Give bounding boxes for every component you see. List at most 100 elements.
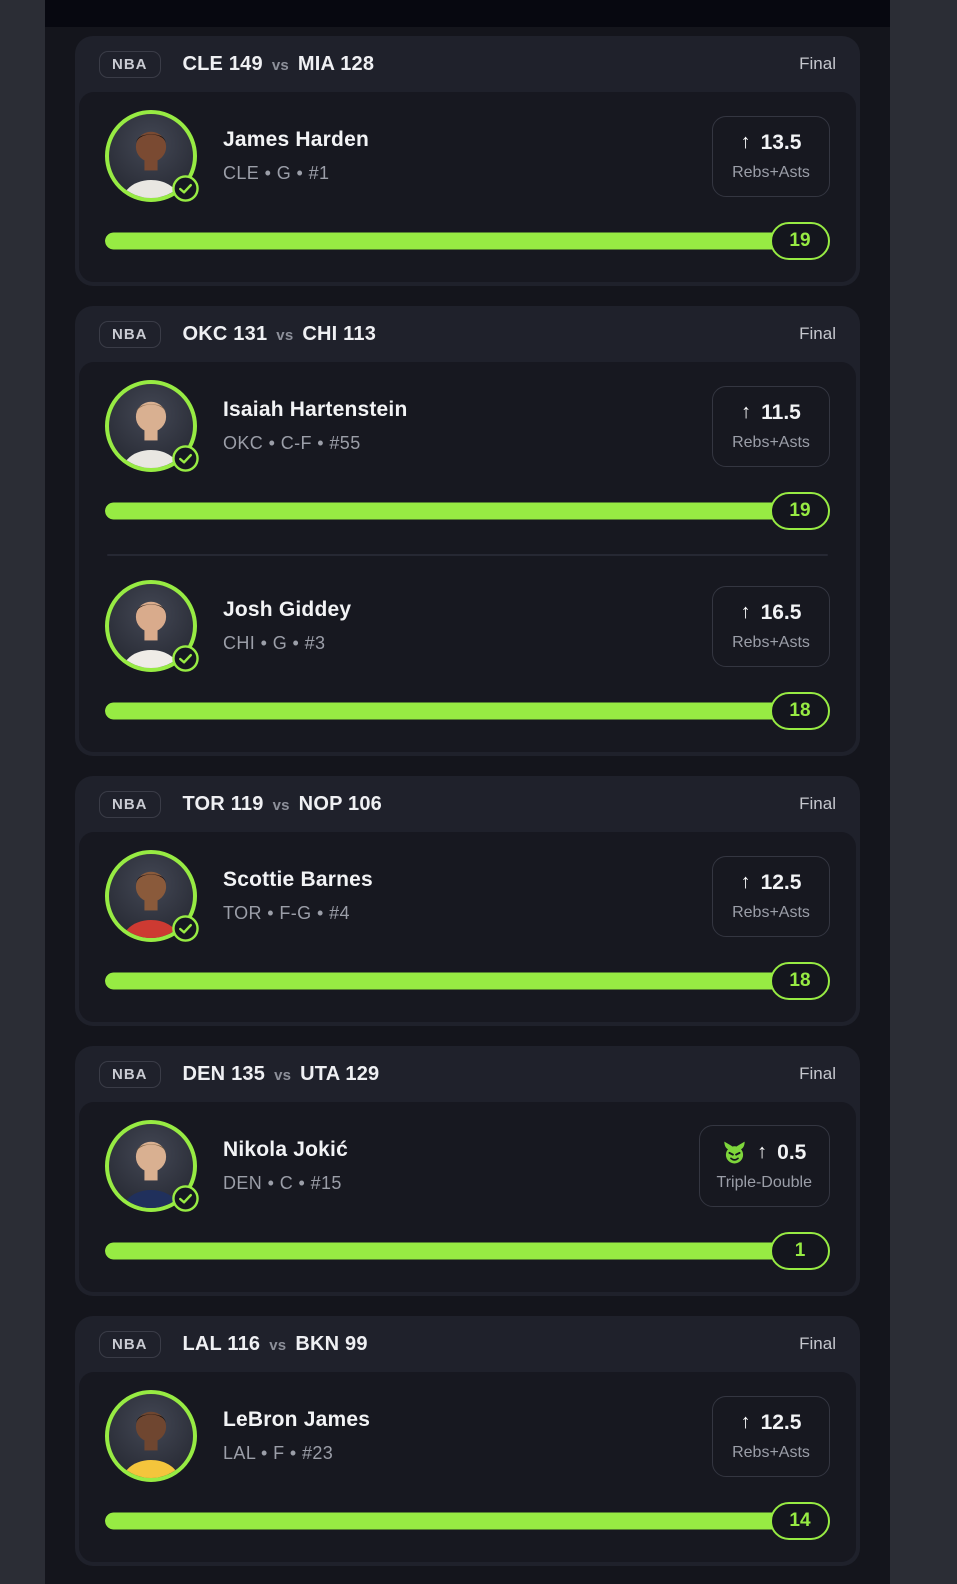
player-photo — [105, 1390, 197, 1482]
stat-type-label: Triple-Double — [716, 1174, 812, 1191]
game-card: NBA TOR 119 vs NOP 106 Final — [75, 776, 860, 1026]
stat-line: ↑ 16.5 — [730, 601, 812, 625]
home-team-score: OKC 131 — [182, 322, 268, 345]
player-entry[interactable]: James Harden CLE • G • #1 ↑ 13.5 — [105, 110, 830, 260]
arrow-up-icon: ↑ — [740, 131, 751, 153]
matchup: CLE 149 vs MIA 128 — [183, 53, 375, 76]
progress-value-pill: 19 — [770, 492, 830, 530]
player-avatar — [105, 1120, 199, 1212]
stat-line: ↑ 13.5 — [730, 131, 812, 155]
game-card-header: NBA OKC 131 vs CHI 113 Final — [75, 306, 860, 362]
player-name: Josh Giddey — [223, 598, 352, 621]
game-card-header: NBA TOR 119 vs NOP 106 Final — [75, 776, 860, 832]
game-status: Final — [799, 54, 836, 73]
player-row: Scottie Barnes TOR • F-G • #4 ↑ 12.5 — [105, 850, 830, 942]
game-card-header: NBA DEN 135 vs UTA 129 Final — [75, 1046, 860, 1102]
arrow-up-icon: ↑ — [740, 871, 751, 893]
player-entry[interactable]: Josh Giddey CHI • G • #3 ↑ 16.5 — [105, 580, 830, 730]
game-card-header: NBA CLE 149 vs MIA 128 Final — [75, 36, 860, 92]
player-meta: DEN • C • #15 — [223, 1173, 342, 1193]
stat-line-value: 13.5 — [760, 130, 802, 154]
progress-bar — [105, 232, 826, 250]
progress-track — [105, 232, 826, 250]
progress-row: 1 — [105, 1232, 830, 1270]
matchup: LAL 116 vs BKN 99 — [183, 1333, 368, 1356]
player-info: Josh Giddey CHI • G • #3 — [223, 598, 351, 654]
away-team-score: CHI 113 — [302, 322, 377, 345]
league-badge: NBA — [99, 320, 161, 348]
matchup: DEN 135 vs UTA 129 — [183, 1063, 380, 1086]
progress-row: 18 — [105, 692, 830, 730]
player-info: Scottie Barnes TOR • F-G • #4 — [223, 868, 373, 924]
player-avatar — [105, 380, 199, 472]
progress-bar — [105, 502, 826, 520]
player-entry[interactable]: LeBron James LAL • F • #23 ↑ 12.5 — [105, 1390, 830, 1540]
progress-row: 14 — [105, 1502, 830, 1540]
verified-check-icon — [172, 645, 199, 672]
player-divider — [107, 554, 828, 556]
vs-label: vs — [271, 56, 289, 74]
progress-bar — [105, 1242, 826, 1260]
player-entry[interactable]: Isaiah Hartenstein OKC • C-F • #55 ↑ 11.… — [105, 380, 830, 530]
player-avatar — [105, 580, 199, 672]
player-meta: LAL • F • #23 — [223, 1443, 334, 1463]
game-card: NBA LAL 116 vs BKN 99 Final — [75, 1316, 860, 1566]
verified-check-icon — [172, 1185, 199, 1212]
league-badge: NBA — [99, 50, 161, 78]
verified-check-icon — [172, 445, 199, 472]
player-name: Isaiah Hartenstein — [223, 398, 408, 421]
vs-label: vs — [269, 1336, 287, 1354]
progress-bar — [105, 972, 826, 990]
player-avatar — [105, 1390, 197, 1482]
player-row: Josh Giddey CHI • G • #3 ↑ 16.5 — [105, 580, 830, 672]
player-meta: OKC • C-F • #55 — [223, 433, 361, 453]
progress-track — [105, 502, 826, 520]
game-status: Final — [799, 324, 836, 343]
stat-line: ↑ 11.5 — [730, 401, 812, 425]
cards-list: NBA CLE 149 vs MIA 128 Final — [45, 27, 890, 1566]
progress-value-pill: 18 — [770, 962, 830, 1000]
stat-type-label: Rebs+Asts — [732, 163, 810, 181]
game-status: Final — [799, 1334, 836, 1353]
game-card: NBA CLE 149 vs MIA 128 Final — [75, 36, 860, 286]
progress-track — [105, 702, 826, 720]
vs-label: vs — [274, 1066, 292, 1084]
league-badge: NBA — [99, 790, 161, 818]
player-name: Scottie Barnes — [223, 868, 373, 891]
progress-value-pill: 19 — [770, 222, 830, 260]
arrow-up-icon: ↑ — [757, 1141, 768, 1163]
arrow-up-icon: ↑ — [741, 401, 752, 423]
player-info: Nikola Jokić DEN • C • #15 — [223, 1138, 348, 1194]
player-entry[interactable]: Scottie Barnes TOR • F-G • #4 ↑ 12.5 — [105, 850, 830, 1000]
player-photo — [105, 110, 197, 202]
away-team-score: MIA 128 — [297, 52, 375, 75]
matchup: OKC 131 vs CHI 113 — [183, 323, 377, 346]
stat-box: ↑ 12.5 Rebs+Asts — [712, 855, 830, 937]
stat-type-label: Rebs+Asts — [732, 633, 810, 651]
player-avatar — [105, 110, 199, 202]
top-strip — [45, 0, 890, 27]
verified-check-icon — [172, 915, 199, 942]
stat-line: ↑ 0.5 — [717, 1140, 812, 1165]
stat-line-value: 16.5 — [760, 600, 802, 624]
progress-track — [105, 972, 826, 990]
progress-value-pill: 14 — [770, 1502, 830, 1540]
stat-box: ↑ 16.5 Rebs+Asts — [712, 585, 830, 667]
player-avatar — [105, 850, 199, 942]
home-team-score: CLE 149 — [182, 52, 263, 75]
progress-track — [105, 1242, 826, 1260]
app-screen: NBA CLE 149 vs MIA 128 Final — [45, 0, 890, 1584]
players-panel: Isaiah Hartenstein OKC • C-F • #55 ↑ 11.… — [79, 362, 856, 752]
stat-box: ↑ 11.5 Rebs+Asts — [712, 385, 830, 467]
stat-line-value: 12.5 — [760, 1410, 802, 1434]
players-panel: James Harden CLE • G • #1 ↑ 13.5 — [79, 92, 856, 282]
player-name: LeBron James — [223, 1408, 371, 1431]
progress-bar — [105, 1512, 826, 1530]
player-entry[interactable]: Nikola Jokić DEN • C • #15 ↑ 0.5 — [105, 1120, 830, 1270]
league-badge: NBA — [99, 1060, 161, 1088]
players-panel: LeBron James LAL • F • #23 ↑ 12.5 — [79, 1372, 856, 1562]
progress-bar — [105, 702, 826, 720]
away-team-score: NOP 106 — [298, 792, 382, 815]
vs-label: vs — [272, 796, 290, 814]
player-meta: CLE • G • #1 — [223, 163, 330, 183]
